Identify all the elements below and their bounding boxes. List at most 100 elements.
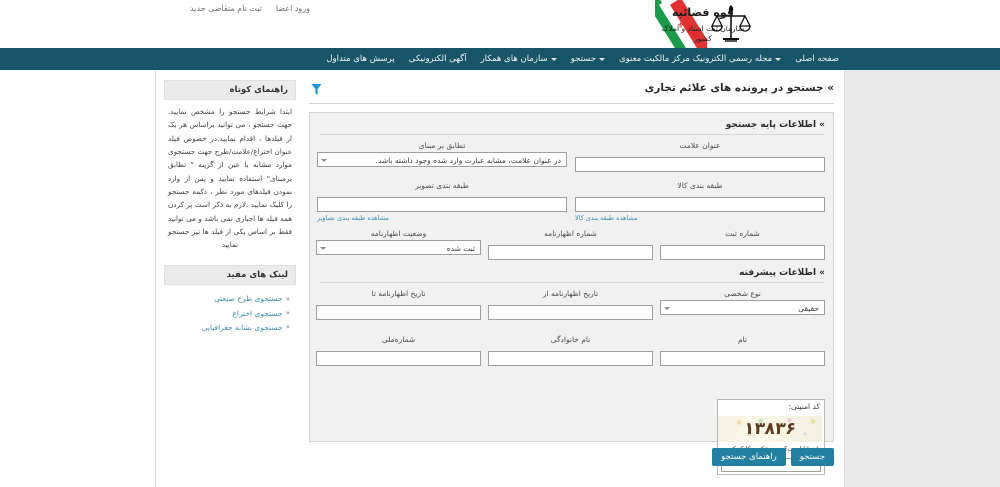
person-type-select[interactable]: حقیقی: [660, 300, 825, 315]
captcha-image[interactable]: ✱ ◆ ● ✺ ★ ▲ ۱۳۸۳۶: [718, 416, 822, 442]
image-class-input[interactable]: [317, 197, 567, 212]
field-reg-number: شماره ثبت: [660, 229, 825, 260]
nav-item-home[interactable]: صفحه اصلی: [795, 54, 839, 64]
chevron-down-icon: [775, 57, 782, 61]
chevron-down-icon: [321, 159, 327, 162]
field-date-from-label: تاریخ اظهارنامه از: [542, 289, 599, 298]
top-utility-bar: ورود اعضا ثبت نام متقاضی جدید ⚜ قوه: [0, 0, 1000, 48]
field-national-id-label: شماره‌ملی: [381, 335, 416, 344]
panel-short-guide: راهنمای کوتاه ابتدا شرایط جستجو را مشخص …: [164, 80, 296, 255]
link-industrial-design-search[interactable]: جستجوی طرح صنعتی: [214, 294, 283, 304]
logo-wordmark: قوه قضائیه سازمان ثبت اسناد و املاک کشور: [657, 6, 749, 44]
nav-items: صفحه اصلی مجله رسمی الکترونیک مرکز مالکی…: [326, 48, 845, 70]
field-person-type: نوع شخصی حقیقی: [660, 289, 825, 315]
panel-useful-links: لینک های مفید « جستجوی طرح صنعتی « جستجو…: [164, 265, 296, 339]
main-navigation-bar: صفحه اصلی مجله رسمی الکترونیک مرکز مالکی…: [0, 48, 1000, 70]
nav-item-partner-organizations-label: سازمان های همکار: [480, 54, 548, 64]
match-basis-select[interactable]: در عنوان علامت، مشابه عبارت وارد شده وجو…: [317, 152, 567, 167]
chevron-down-icon: [598, 57, 605, 61]
filter-funnel-icon[interactable]: [311, 81, 322, 100]
field-app-status-label: وضعیت اظهارنامه: [370, 229, 427, 238]
short-guide-text: ابتدا شرایط جستجو را مشخص نمایید. جهت جس…: [168, 107, 292, 250]
search-button[interactable]: جستجو: [790, 448, 834, 466]
form-row-person-dates: نوع شخصی حقیقی تاریخ اظهارنامه از تاریخ …: [316, 289, 825, 327]
goods-class-view-link[interactable]: مشاهده طبقه بندی کالا: [575, 214, 638, 222]
goods-class-input[interactable]: [575, 197, 825, 212]
logo-line-2: سازمان ثبت اسناد و املاک کشور: [661, 23, 745, 43]
field-person-type-label: نوع شخصی: [724, 289, 761, 298]
form-actions: جستجو راهنمای جستجو: [712, 448, 834, 466]
field-last-name-label: نام خانوادگی: [550, 335, 591, 344]
nav-item-home-label: صفحه اصلی: [795, 54, 839, 64]
field-reg-number-label: شماره ثبت: [725, 229, 760, 238]
scales-of-justice-icon: [710, 3, 752, 45]
nav-item-search-label: جستجو: [570, 54, 596, 64]
captcha-label: کد امنیتی:: [788, 402, 820, 411]
last-name-input[interactable]: [488, 351, 653, 366]
iran-flag-ribbon-icon: ⚜: [655, 0, 707, 48]
image-class-view-link[interactable]: مشاهده طبقه بندی تصاویر: [317, 214, 389, 222]
form-row-mark: عنوان علامت تطابق بر مبنای در عنوان علام…: [316, 141, 825, 179]
panel-useful-links-title: لینک های مفید: [164, 265, 296, 286]
field-app-status: وضعیت اظهارنامه ثبت شده: [316, 229, 481, 255]
captcha-code-text: ۱۳۸۳۶: [743, 419, 798, 439]
panel-useful-links-body: « جستجوی طرح صنعتی « جستجوی اختراع « جست…: [164, 285, 296, 339]
list-item[interactable]: « جستجوی طرح صنعتی: [168, 292, 290, 306]
field-date-from: تاریخ اظهارنامه از: [488, 289, 653, 320]
nav-item-official-journal-label: مجله رسمی الکترونیک مرکز مالکیت معنوی: [618, 54, 773, 64]
field-app-number-label: شماره اظهارنامه: [544, 229, 597, 238]
field-match-basis: تطابق بر مبنای در عنوان علامت، مشابه عبا…: [317, 141, 567, 167]
link-geographic-indication-search[interactable]: جستجوی نشانه جغرافیایی: [201, 322, 283, 332]
content-container: » جستجو در پرونده های علائم تجاری » اطلا…: [155, 70, 845, 487]
field-first-name-label: نام: [737, 335, 748, 344]
page-body: » جستجو در پرونده های علائم تجاری » اطلا…: [0, 70, 1000, 487]
field-mark-title: عنوان علامت: [575, 141, 825, 172]
first-name-input[interactable]: [660, 351, 825, 366]
nav-item-search[interactable]: جستجو: [571, 54, 605, 64]
field-goods-class-label: طبقه بندی کالا: [677, 181, 723, 190]
form-row-numbers: شماره ثبت شماره اظهارنامه وضعیت اظهارنام…: [316, 229, 825, 267]
field-image-class: طبقه بندی تصویر مشاهده طبقه بندی تصاویر: [317, 181, 567, 222]
chevron-right-icon: «: [285, 309, 290, 318]
list-item[interactable]: « جستجوی نشانه جغرافیایی: [168, 321, 290, 335]
iran-emblem-icon: ⚜: [676, 21, 684, 30]
link-patent-search[interactable]: جستجوی اختراع: [232, 308, 283, 318]
date-to-input[interactable]: [316, 305, 481, 320]
section-advanced-header: » اطلاعات پیشرفته: [320, 268, 825, 283]
form-row-names: نام نام خانوادگی شماره‌ملی: [316, 335, 825, 373]
nav-item-official-journal[interactable]: مجله رسمی الکترونیک مرکز مالکیت معنوی: [618, 54, 782, 64]
panel-short-guide-title: راهنمای کوتاه: [164, 80, 296, 100]
page-title-row: » جستجو در پرونده های علائم تجاری: [309, 80, 834, 104]
field-date-to: تاریخ اظهارنامه تا: [316, 289, 481, 320]
national-id-input[interactable]: [316, 351, 481, 366]
search-form-panel: » اطلاعات پایه جستجو عنوان علامت تطابق ب…: [309, 112, 834, 475]
sidebar: راهنمای کوتاه ابتدا شرایط جستجو را مشخص …: [164, 80, 296, 349]
search-guide-button[interactable]: راهنمای جستجو: [712, 448, 786, 466]
field-first-name: نام: [660, 335, 825, 366]
reg-number-input[interactable]: [660, 245, 825, 260]
nav-item-electronic-notice[interactable]: آگهی الکترونیکی: [409, 54, 467, 64]
nav-item-faq-label: پرسش های متداول: [326, 54, 395, 64]
login-link[interactable]: ورود اعضا: [275, 4, 310, 13]
nav-item-faq[interactable]: پرسش های متداول: [326, 54, 394, 64]
chevron-right-icon: «: [285, 294, 290, 303]
date-from-input[interactable]: [488, 305, 653, 320]
app-status-select[interactable]: ثبت شده: [316, 240, 481, 255]
left-gutter: [0, 70, 155, 487]
list-item[interactable]: « جستجوی اختراع: [168, 307, 290, 321]
chevron-right-icon: «: [285, 323, 290, 332]
chevron-down-icon: [320, 247, 326, 250]
field-national-id: شماره‌ملی: [316, 335, 481, 366]
useful-links-list: « جستجوی طرح صنعتی « جستجوی اختراع « جست…: [168, 290, 292, 335]
app-number-input[interactable]: [488, 245, 653, 260]
nav-item-partner-organizations[interactable]: سازمان های همکار: [481, 54, 557, 64]
match-basis-value: در عنوان علامت، مشابه عبارت وارد شده وجو…: [375, 156, 561, 165]
chevron-down-icon: [550, 57, 557, 61]
panel-short-guide-body: ابتدا شرایط جستجو را مشخص نمایید. جهت جس…: [164, 100, 296, 255]
mark-title-input[interactable]: [575, 157, 825, 172]
page-title: » جستجو در پرونده های علائم تجاری: [644, 82, 834, 94]
register-link[interactable]: ثبت نام متقاضی جدید: [189, 4, 262, 13]
form-row-classification: طبقه بندی کالا مشاهده طبقه بندی کالا طبق…: [316, 181, 825, 222]
app-status-value: ثبت شده: [446, 244, 475, 253]
site-logo[interactable]: ⚜ قوه قضائیه سازمان ثبت اسناد و املاک کش…: [655, 0, 845, 48]
